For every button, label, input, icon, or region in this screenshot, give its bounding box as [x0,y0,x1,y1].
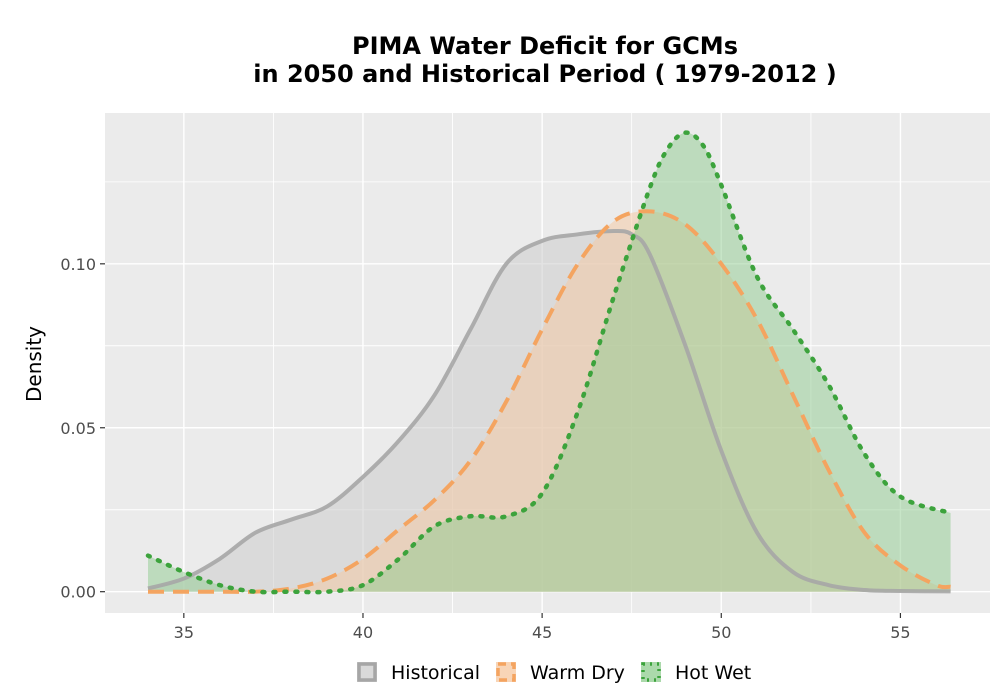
density-areas [148,132,951,593]
x-tick-label: 55 [890,623,910,642]
density-lines [145,130,953,595]
legend-label-historical: Historical [391,662,480,684]
legend: Historical Warm Dry Hot Wet [357,662,751,684]
y-tick-label: 0.10 [60,255,96,274]
line-hot-wet [145,130,953,595]
area-hot-wet [148,132,951,593]
x-tick-label: 40 [353,623,373,642]
y-tick-label: 0.05 [60,419,96,438]
x-tick-label: 35 [174,623,194,642]
legend-swatch-border-historical [357,662,377,682]
legend-label-warm-dry: Warm Dry [530,662,625,684]
y-tick-label: 0.00 [60,583,96,602]
legend-swatch-border-hot-wet [641,662,661,682]
y-axis-title: Density [22,326,46,402]
x-tick-label: 45 [532,623,552,642]
chart-title-line1: PIMA Water Deficit for GCMs [352,32,738,60]
legend-label-hot-wet: Hot Wet [675,662,751,684]
line-warm-dry [148,209,951,594]
legend-swatch-hot-wet [641,662,661,682]
legend-swatch-border-warm-dry [496,662,516,682]
axes: 35 40 45 50 55 0.00 0.05 0.10 [60,255,910,642]
chart-title-line2: in 2050 and Historical Period ( 1979-201… [253,60,837,88]
legend-swatch-historical [357,662,377,682]
x-tick-label: 50 [711,623,731,642]
line-historical [147,229,951,594]
legend-swatch-warm-dry [496,662,516,682]
